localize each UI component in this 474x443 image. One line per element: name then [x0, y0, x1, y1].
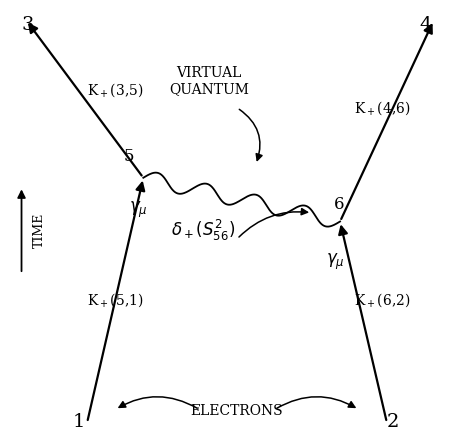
Text: 2: 2 [387, 413, 399, 431]
Text: $\delta_+(S^2_{56})$: $\delta_+(S^2_{56})$ [172, 218, 236, 243]
Text: $\gamma_\mu$: $\gamma_\mu$ [326, 252, 345, 272]
Text: K$_+$(6,2): K$_+$(6,2) [354, 291, 410, 309]
Text: TIME: TIME [33, 213, 46, 248]
Text: 5: 5 [123, 148, 134, 165]
Text: 6: 6 [334, 196, 345, 213]
Text: 1: 1 [73, 413, 85, 431]
Text: ELECTRONS: ELECTRONS [191, 404, 283, 418]
Text: VIRTUAL
QUANTUM: VIRTUAL QUANTUM [169, 66, 249, 97]
Text: 3: 3 [21, 16, 34, 34]
Text: K$_+$(4,6): K$_+$(4,6) [354, 99, 410, 117]
Text: 4: 4 [419, 16, 432, 34]
Text: $\gamma_\mu$: $\gamma_\mu$ [129, 200, 148, 220]
Text: K$_+$(3,5): K$_+$(3,5) [87, 82, 144, 99]
Text: K$_+$(5,1): K$_+$(5,1) [87, 291, 144, 309]
